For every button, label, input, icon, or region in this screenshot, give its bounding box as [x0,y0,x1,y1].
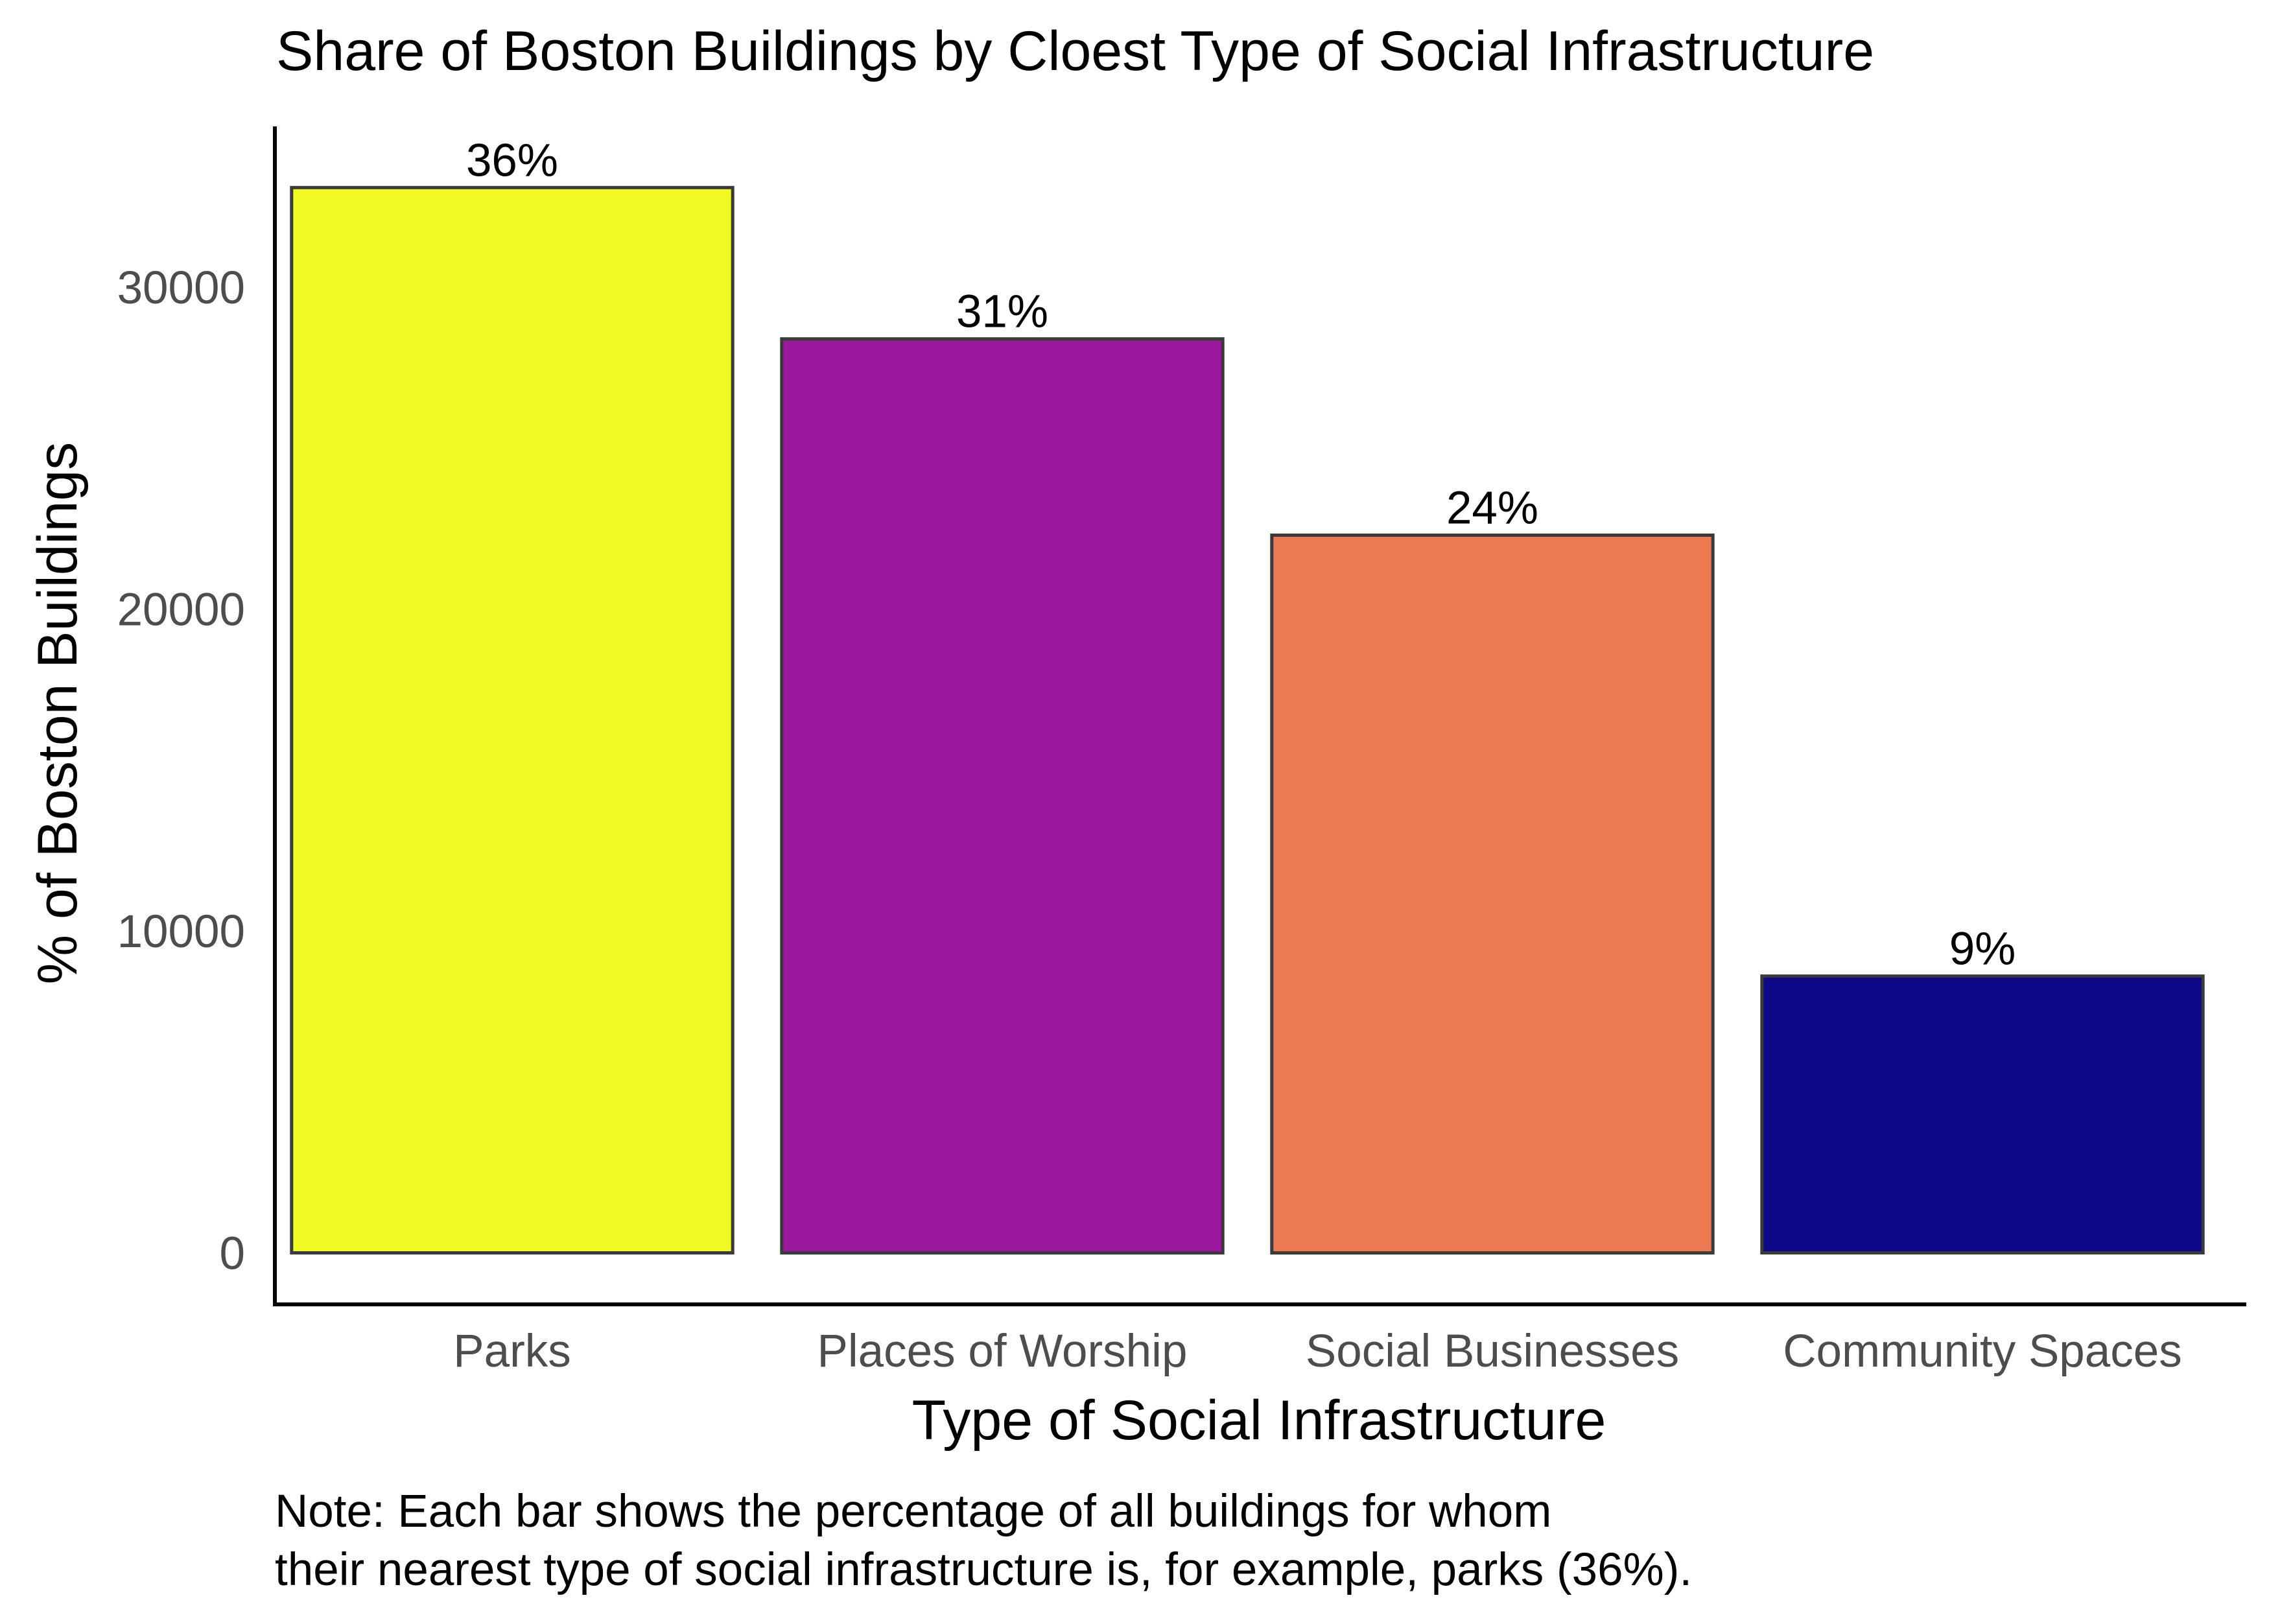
bar-community-spaces [1760,974,2205,1254]
bar-value-labels: 36% 31% 24% 9% [466,135,2016,974]
x-tick-label: Community Spaces [1783,1326,2182,1377]
bar-places-of-worship [780,337,1225,1255]
bars-layer [290,185,2205,1255]
x-tick-label: Parks [453,1326,571,1377]
x-tick-label: Places of Worship [817,1326,1188,1377]
x-axis-ticks: Parks Places of Worship Social Businesses C… [453,1326,2182,1377]
y-axis-ticks: 0 10000 20000 30000 [117,263,245,1279]
x-axis-label: Type of Social Infrastructure [912,1389,1606,1452]
chart-note-line-1: Note: Each bar shows the percentage of a… [275,1486,1551,1537]
x-tick-label: Social Businesses [1306,1326,1679,1377]
bar-value-label: 9% [1949,924,2016,975]
y-tick-label: 10000 [117,906,245,958]
chart-title: Share of Boston Buildings by Cloest Type… [276,20,1874,82]
y-tick-label: 0 [220,1229,246,1280]
chart-note-line-2: their nearest type of social infrastruct… [275,1544,1692,1595]
bar-social-businesses [1270,534,1715,1255]
y-tick-label: 30000 [117,263,245,314]
y-tick-label: 20000 [117,585,245,636]
bar-value-label: 24% [1446,483,1538,534]
bar-value-label: 31% [956,287,1048,338]
y-axis-label: % of Boston Buildings [27,442,89,985]
bar-parks [290,185,735,1254]
bar-value-label: 36% [466,135,558,186]
